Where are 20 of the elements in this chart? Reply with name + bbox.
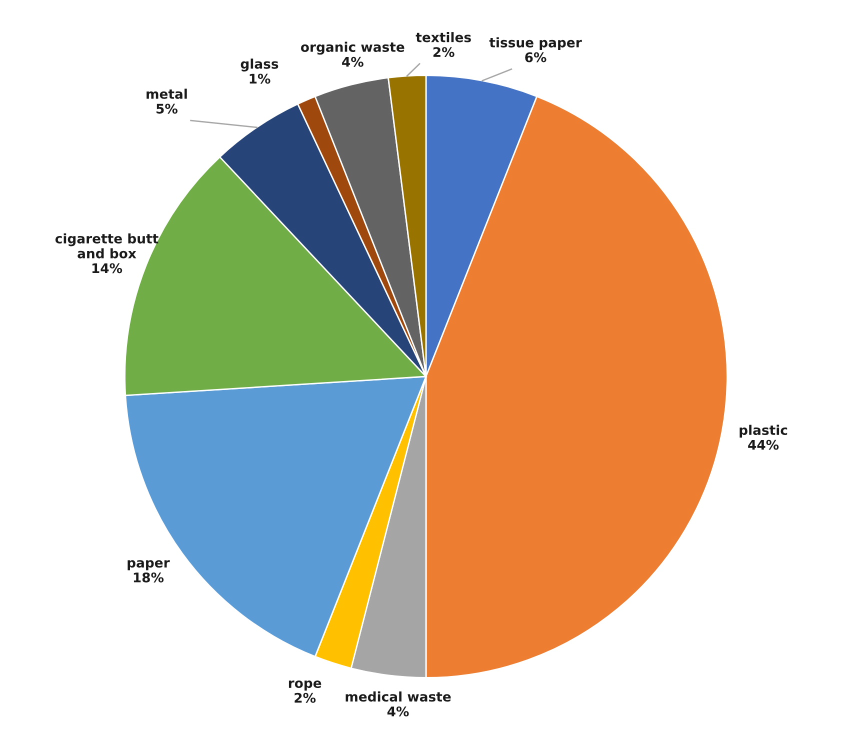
data-label: 18% (134, 572, 164, 582)
slice-label: textiles (416, 32, 471, 42)
slice-label: glass (240, 58, 278, 72)
data-label: 6% (525, 52, 546, 62)
data-label: 5% (156, 104, 178, 114)
data-label: 4% (342, 56, 364, 67)
data-label: 4% (387, 706, 409, 716)
slice-label: cigarette butt and box (55, 233, 158, 258)
slice-label: organic waste (300, 42, 404, 55)
slice-label: paper (128, 560, 170, 570)
slice-label: tissue paper (489, 37, 582, 50)
slice-label: medical waste (346, 691, 451, 702)
slice-label: rope (288, 680, 322, 691)
data-label: 44% (748, 440, 779, 450)
data-label: 14% (92, 263, 122, 274)
data-label: 2% (294, 692, 316, 703)
data-label: 1% (250, 74, 270, 84)
data-label: 2% (433, 47, 454, 58)
slice-label: plastic (740, 424, 788, 438)
slice-label: metal (146, 88, 187, 99)
